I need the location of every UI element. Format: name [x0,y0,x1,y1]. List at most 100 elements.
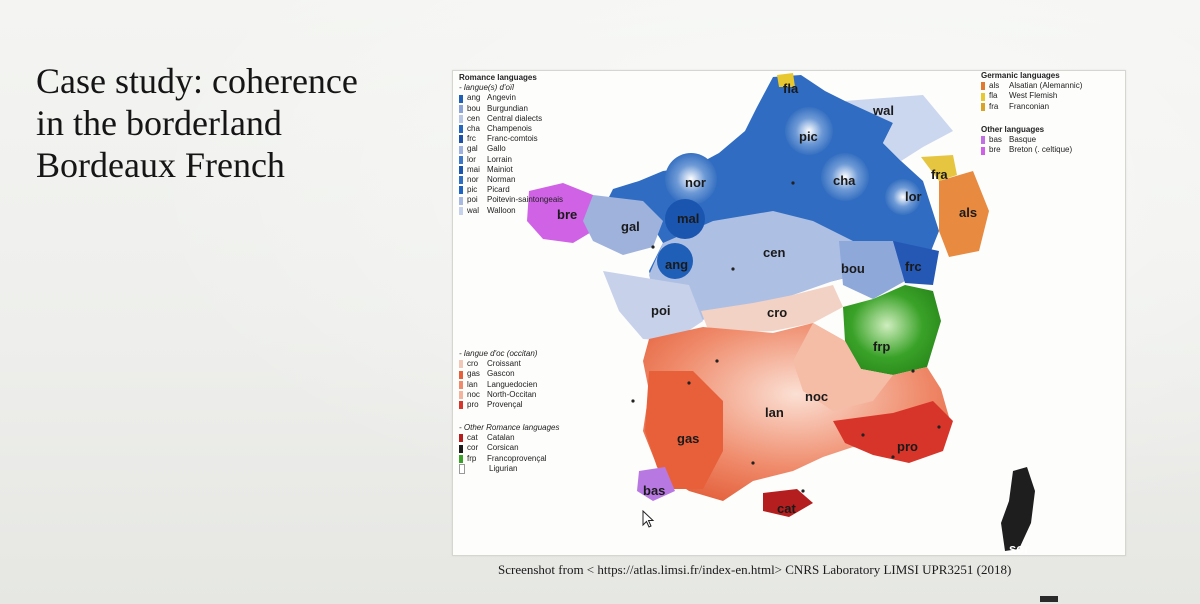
oc-row-pro: pro Provençal [459,400,537,410]
legend-code: frp [467,453,477,463]
mal-highlight [665,199,705,239]
oil-row-frc: frc Franc-comtois [459,134,563,144]
legend-swatch [459,390,463,399]
legend-name: Ligurian [489,463,518,473]
gas-region [645,371,723,489]
legend-code: pro [467,400,479,410]
legend-swatch [459,165,463,174]
fla-region [777,73,795,87]
legend-code: gas [467,369,480,379]
legend-occitan: - langue d'oc (occitan) cro Croissant gas G… [459,349,537,410]
label-poi: poi [651,303,671,318]
legend-name: Franc-comtois [487,134,538,144]
place-dots [631,181,941,493]
legend-oc-subheading: - langue d'oc (occitan) [459,349,538,358]
legend-code: frc [467,134,476,144]
pic-highlight [785,107,833,155]
legend-name: Basque [1009,135,1037,145]
legend-code: ang [467,93,481,103]
label-gas: gas [677,431,699,446]
label-fra: fra [931,167,948,182]
legend-germanic-heading: Germanic languages [981,71,1060,80]
label-sor: sor [1009,541,1029,555]
oil-row-lor: lor Lorrain [459,155,563,165]
legend-code: cat [467,433,478,443]
frp-region [843,285,941,375]
ang-highlight [657,243,693,279]
legend-swatch [459,176,463,185]
legend-code: lor [467,154,476,164]
legend-name: Champenois [487,124,532,134]
label-cro: cro [767,305,787,320]
oil-row-poi: poi Poitevin-saintongeais [459,195,563,205]
legend-name: Catalan [487,433,515,443]
legend-name: Alsatian (Alemannic) [1009,81,1083,91]
legend-code: nor [467,175,479,185]
label-frc: frc [905,259,922,274]
legend-code: fla [989,91,998,101]
label-als: als [959,205,977,220]
wal-region [845,95,953,161]
legend-code: lan [467,379,478,389]
legend-other-heading: Other languages [981,125,1045,134]
label-ang: ang [665,257,688,272]
legend-name: Burgundian [487,103,528,113]
cro-region [701,285,843,333]
other-romance-row-cat: cat Catalan [459,433,560,443]
legend-swatch [459,444,463,453]
legend-swatch [981,136,985,145]
noc-region [793,323,893,411]
legend-name: Norman [487,175,516,185]
oil-row-nor: nor Norman [459,175,563,185]
legend-swatch [459,145,463,154]
corsica [1001,467,1035,551]
label-pro: pro [897,439,918,454]
gal-region [583,195,663,255]
bas-region [637,467,675,501]
legend-swatch [459,125,463,134]
dialect-map-panel: nor pic cha mal gal bre cen bou lor als … [452,70,1126,556]
legend-code: als [989,81,1000,91]
other-romance-row-cor: cor Corsican [459,443,560,453]
legend-code: bas [989,135,1002,145]
cat-region [763,489,813,517]
legend-romance-heading: Romance languages [459,73,537,82]
legend-swatch [459,401,463,410]
legend-code: cen [467,113,480,123]
oc-row-cro: cro Croissant [459,359,537,369]
label-lor: lor [905,189,922,204]
mouse-pointer-icon [642,510,655,528]
legend-code: fra [989,101,999,111]
label-cen: cen [763,245,785,260]
france-dialect-map: nor pic cha mal gal bre cen bou lor als … [527,73,1035,555]
oc-row-noc: noc North-Occitan [459,390,537,400]
label-cha: cha [833,173,856,188]
oil-central-light [649,211,873,323]
nor-highlight [665,153,717,205]
als-region [939,171,989,257]
legend-name: Central dialects [487,113,543,123]
legend-swatch [459,104,463,113]
legend-name: Breton (. celtique) [1009,145,1073,155]
oil-row-cha: cha Champenois [459,124,563,134]
legend-oil-subheading: - langue(s) d'oïl [459,83,514,93]
other-row-bre: bre Breton (. celtique) [981,145,1072,155]
oil-row-bou: bou Burgundian [459,104,563,114]
legend-swatch [459,434,463,443]
taskbar-edge [1040,596,1058,602]
legend-name: West Flemish [1009,91,1058,101]
legend-swatch [459,380,463,389]
other-romance-row-frp: frp Francoprovençal [459,454,560,464]
oil-row-wal: wal Walloon [459,206,563,216]
legend-name: Franconian [1009,101,1050,111]
legend-swatch [459,370,463,379]
legend-swatch [459,454,463,463]
bou-region [839,241,905,299]
label-mal: mal [677,211,699,226]
label-nor: nor [685,175,706,190]
legend-swatch [981,82,985,91]
legend-name: Croissant [487,359,521,369]
legend-swatch [459,155,463,164]
source-caption: Screenshot from < https://atlas.limsi.fr… [498,562,1012,577]
legend-swatch [459,186,463,195]
